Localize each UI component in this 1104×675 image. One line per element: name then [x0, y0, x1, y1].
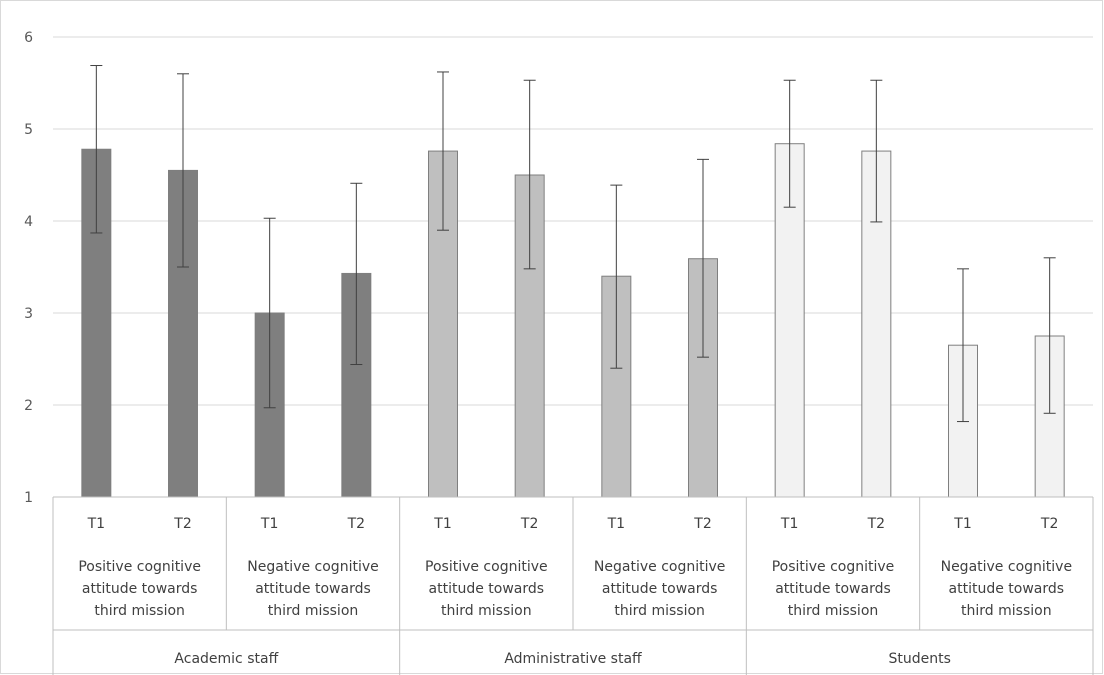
- subgroup-label: attitude towards: [949, 581, 1065, 597]
- subgroup-label: Positive cognitive: [78, 559, 201, 575]
- subgroup-label: third mission: [268, 603, 359, 619]
- error-bars: [90, 65, 1056, 423]
- subgroup-label: Positive cognitive: [772, 559, 895, 575]
- time-label: T2: [1040, 516, 1058, 532]
- time-label: T1: [87, 516, 105, 532]
- group-label: Administrative staff: [504, 651, 642, 667]
- category-axis: T1 T2 Positive cognitive attitude towards th…: [52, 496, 1094, 675]
- bar: [1034, 335, 1065, 498]
- y-tick-label: 5: [24, 122, 33, 138]
- subgroup-label: third mission: [94, 603, 185, 619]
- y-tick-label: 4: [24, 214, 33, 230]
- y-tick-label: 2: [24, 398, 33, 414]
- y-axis-ticks: 1 2 3 4 5 6: [24, 30, 33, 506]
- time-label: T2: [173, 516, 191, 532]
- y-tick-label: 6: [24, 30, 33, 46]
- subgroup-label: third mission: [961, 603, 1052, 619]
- bars: [81, 143, 1065, 498]
- subgroup-label: attitude towards: [255, 581, 371, 597]
- subgroup-label: third mission: [614, 603, 705, 619]
- y-tick-label: 3: [24, 306, 33, 322]
- y-tick-label: 1: [24, 490, 33, 506]
- time-label: T2: [693, 516, 711, 532]
- subgroup-label: third mission: [788, 603, 879, 619]
- time-label: T2: [347, 516, 365, 532]
- time-label: T1: [260, 516, 278, 532]
- time-label: T1: [433, 516, 451, 532]
- group-label: Students: [888, 651, 950, 667]
- subgroup-label: Negative cognitive: [941, 559, 1072, 575]
- gridlines: [53, 36, 1093, 406]
- subgroup-label: attitude towards: [82, 581, 198, 597]
- subgroup-label: attitude towards: [775, 581, 891, 597]
- subgroup-label: attitude towards: [429, 581, 545, 597]
- subgroup-label: Positive cognitive: [425, 559, 548, 575]
- group-label: Academic staff: [174, 651, 278, 667]
- subgroup-label: Negative cognitive: [247, 559, 378, 575]
- subgroup-label: attitude towards: [602, 581, 718, 597]
- time-label: T1: [607, 516, 625, 532]
- time-label: T1: [953, 516, 971, 532]
- subgroup-label: Negative cognitive: [594, 559, 725, 575]
- time-label: T2: [520, 516, 538, 532]
- subgroup-label: third mission: [441, 603, 532, 619]
- time-label: T2: [867, 516, 885, 532]
- time-label: T1: [780, 516, 798, 532]
